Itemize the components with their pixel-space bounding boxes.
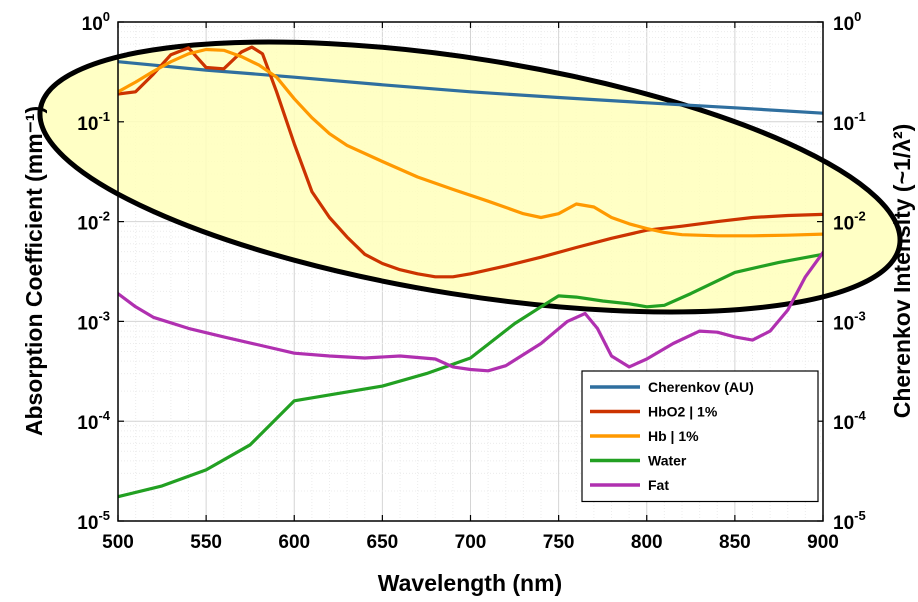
series-layer: [118, 45, 823, 499]
y2-axis-label: Cherenkov Intensity (~1/λ²): [889, 124, 915, 419]
legend: Cherenkov (AU) HbO2 | 1% Hb | 1% Water Fat: [581, 370, 819, 503]
legend-label: Cherenkov (AU): [648, 379, 754, 395]
y-axis-label: Absorption Coefficient (mm⁻¹): [21, 106, 47, 436]
y-tick-label-base: 10: [82, 14, 103, 35]
y2-tick-label: 10-5: [833, 508, 866, 534]
y-tick-label: 100: [82, 9, 110, 35]
x-tick-label: 600: [278, 532, 310, 553]
x-tick-label: 800: [631, 532, 663, 553]
x-tick-label: 650: [367, 532, 399, 553]
y2-tick-label-base: 10: [833, 114, 854, 135]
legend-label: Hb | 1%: [648, 428, 699, 444]
y-tick-label: 10-5: [77, 508, 110, 534]
y-tick-label-exponent: -3: [98, 308, 110, 323]
y2-tick-label-base: 10: [833, 413, 854, 434]
y2-tick-label-base: 10: [833, 513, 854, 534]
legend-label: Fat: [648, 477, 669, 493]
y2-tick-label: 10-1: [833, 109, 866, 135]
series-hbo2-1: [118, 45, 823, 279]
legend-label: Water: [648, 453, 687, 469]
y-tick-label-base: 10: [77, 413, 98, 434]
y-tick-label-exponent: -5: [98, 508, 110, 523]
y2-tick-label-exponent: -5: [854, 508, 866, 523]
y2-tick-label-exponent: -2: [854, 209, 866, 224]
x-tick-label: 550: [190, 532, 222, 553]
x-tick-label: 750: [543, 532, 575, 553]
y2-tick-label-exponent: -3: [854, 308, 866, 323]
series-cherenkov-au: [118, 60, 823, 115]
x-tick-label: 850: [719, 532, 751, 553]
y-tick-label-base: 10: [77, 114, 98, 135]
y-tick-label-exponent: 0: [103, 9, 110, 24]
y2-tick-label-base: 10: [833, 313, 854, 334]
highlight-ellipse: [37, 39, 903, 315]
y-tick-label: 10-2: [77, 209, 110, 235]
y2-tick-label-exponent: 0: [854, 9, 861, 24]
y-tick-label-base: 10: [77, 214, 98, 235]
y-tick-label: 10-3: [77, 308, 110, 334]
y-tick-label: 10-4: [77, 408, 110, 434]
y2-tick-label-base: 10: [833, 14, 854, 35]
series-fat: [118, 250, 823, 373]
series-water: [118, 252, 823, 499]
y-tick-label-exponent: -1: [98, 109, 110, 124]
legend-label: HbO2 | 1%: [648, 404, 718, 420]
y-tick-label: 10-1: [77, 109, 110, 135]
y2-tick-label-exponent: -1: [854, 109, 866, 124]
x-axis-label: Wavelength (nm): [378, 570, 562, 596]
y2-tick-label-exponent: -4: [854, 408, 866, 423]
x-tick-label: 500: [102, 532, 134, 553]
x-tick-label: 900: [807, 532, 839, 553]
y-tick-label-base: 10: [77, 513, 98, 534]
y2-tick-label: 10-2: [833, 209, 866, 235]
y2-tick-label: 10-4: [833, 408, 866, 434]
x-tick-label: 700: [455, 532, 487, 553]
series-hb-1: [118, 47, 823, 238]
y2-tick-label: 10-3: [833, 308, 866, 334]
y2-tick-label-base: 10: [833, 214, 854, 235]
y-tick-label-exponent: -2: [98, 209, 110, 224]
y2-tick-label: 100: [833, 9, 861, 35]
y-tick-label-base: 10: [77, 313, 98, 334]
y-tick-label-exponent: -4: [98, 408, 110, 423]
